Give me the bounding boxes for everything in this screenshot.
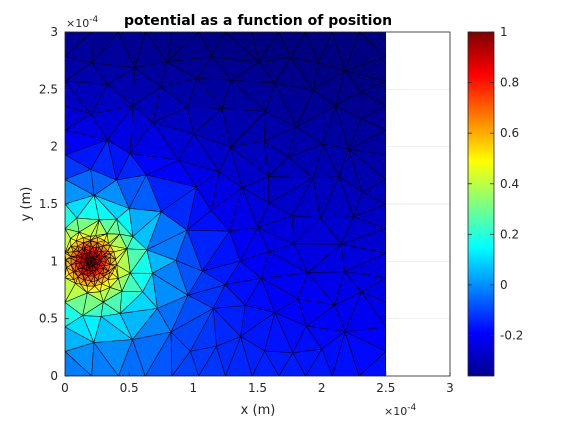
- colorbar-tick-label: 0.8: [500, 76, 519, 90]
- x-tick-label: 1.5: [248, 381, 267, 395]
- y-tick-label: 0.5: [39, 312, 58, 326]
- mesh-triangle: [290, 57, 319, 91]
- colorbar-tick-label: 0.6: [500, 126, 519, 140]
- mesh-triangle: [79, 279, 88, 287]
- mesh-triangle: [344, 331, 386, 376]
- mesh-triangle: [264, 312, 294, 354]
- mesh-triangle: [170, 308, 214, 352]
- y-tick-label: 1.5: [39, 197, 58, 211]
- mesh-triangle: [152, 260, 189, 296]
- mesh-triangle: [119, 290, 143, 314]
- x-tick-label: 3: [446, 381, 454, 395]
- mesh-triangle: [334, 271, 362, 306]
- mesh-triangle: [178, 159, 220, 188]
- mesh-triangle: [90, 259, 96, 264]
- mesh-triangle: [96, 237, 105, 243]
- y-tick-label: 1: [50, 254, 58, 268]
- colorbar-ticks: 1 0.8 0.6 0.4 0.2 0 -0.2: [468, 25, 523, 343]
- mesh-triangle: [67, 245, 74, 253]
- y-axis-label: y (m): [19, 187, 34, 222]
- mesh-triangle: [221, 108, 266, 148]
- mesh-triangle: [224, 277, 262, 306]
- y-tick-label: 2.5: [39, 82, 58, 96]
- mesh-triangle: [90, 241, 98, 248]
- mesh-triangle: [307, 243, 345, 274]
- colorbar-tick-label: 0.2: [500, 227, 519, 241]
- mesh-triangle: [87, 275, 95, 282]
- colorbar-tick-label: -0.2: [500, 329, 523, 343]
- mesh-triangle: [107, 67, 135, 106]
- mesh-triangle: [107, 264, 116, 272]
- mesh-triangle: [70, 238, 77, 247]
- y-tick-label: 2: [50, 140, 58, 154]
- mesh-triangle: [77, 266, 83, 270]
- mesh-triangle: [107, 139, 131, 181]
- mesh-triangle: [265, 82, 297, 128]
- x-axis-label: x (m): [241, 403, 276, 418]
- colorbar-tick-label: 0: [500, 278, 508, 292]
- mesh-triangle: [261, 277, 299, 313]
- mesh-triangle: [82, 236, 91, 241]
- colorbar: [467, 31, 495, 377]
- mesh-triangle: [335, 91, 362, 120]
- y-tick-label: 3: [50, 25, 58, 39]
- mesh-triangle: [81, 252, 86, 258]
- mesh-triangle: [320, 216, 354, 245]
- mesh-triangle: [89, 251, 96, 258]
- x-axis-multiplier: ×10-4: [384, 403, 416, 418]
- mesh-triangle: [94, 279, 103, 287]
- mesh-triangle: [65, 315, 95, 343]
- mesh-triangle: [66, 266, 74, 275]
- mesh-triangle: [321, 331, 346, 376]
- colorbar-tick-label: 1: [500, 25, 508, 39]
- mesh-triangle: [110, 251, 116, 260]
- potential-mesh: [65, 32, 386, 376]
- mesh-triangle: [287, 126, 324, 158]
- mesh-triangle: [241, 187, 270, 228]
- mesh-triangle: [107, 272, 113, 280]
- x-tick-label: 2: [318, 381, 326, 395]
- mesh-triangle: [80, 256, 86, 263]
- chart-title: potential as a function of position: [124, 13, 392, 29]
- colorbar-tick-label: 0.4: [500, 177, 519, 191]
- mesh-triangle: [211, 32, 259, 63]
- x-tick-label: 0.5: [120, 381, 139, 395]
- mesh-triangle: [86, 267, 92, 272]
- mesh-triangle: [107, 245, 115, 253]
- mesh-triangle: [146, 229, 188, 261]
- mesh-triangle: [134, 61, 168, 88]
- x-tick-label: 0: [61, 381, 69, 395]
- mesh-triangle: [157, 294, 189, 333]
- mesh-triangle: [239, 227, 270, 262]
- y-axis-multiplier: ×10-4: [66, 15, 98, 30]
- mesh-triangle: [98, 250, 103, 257]
- mesh-triangle: [338, 176, 363, 218]
- x-tick-label: 2.5: [376, 381, 395, 395]
- x-tick-label: 1: [190, 381, 198, 395]
- y-tick-label: 0: [50, 369, 58, 383]
- axis-ticks: 0 0.5 1 1.5 2 2.5 3 0 0.5 1 1.5 2 2.5 3: [39, 25, 454, 395]
- mesh-triangle: [187, 106, 223, 135]
- mesh-triangle: [72, 251, 80, 257]
- mesh-triangle: [101, 276, 109, 285]
- mesh-triangle: [160, 186, 197, 231]
